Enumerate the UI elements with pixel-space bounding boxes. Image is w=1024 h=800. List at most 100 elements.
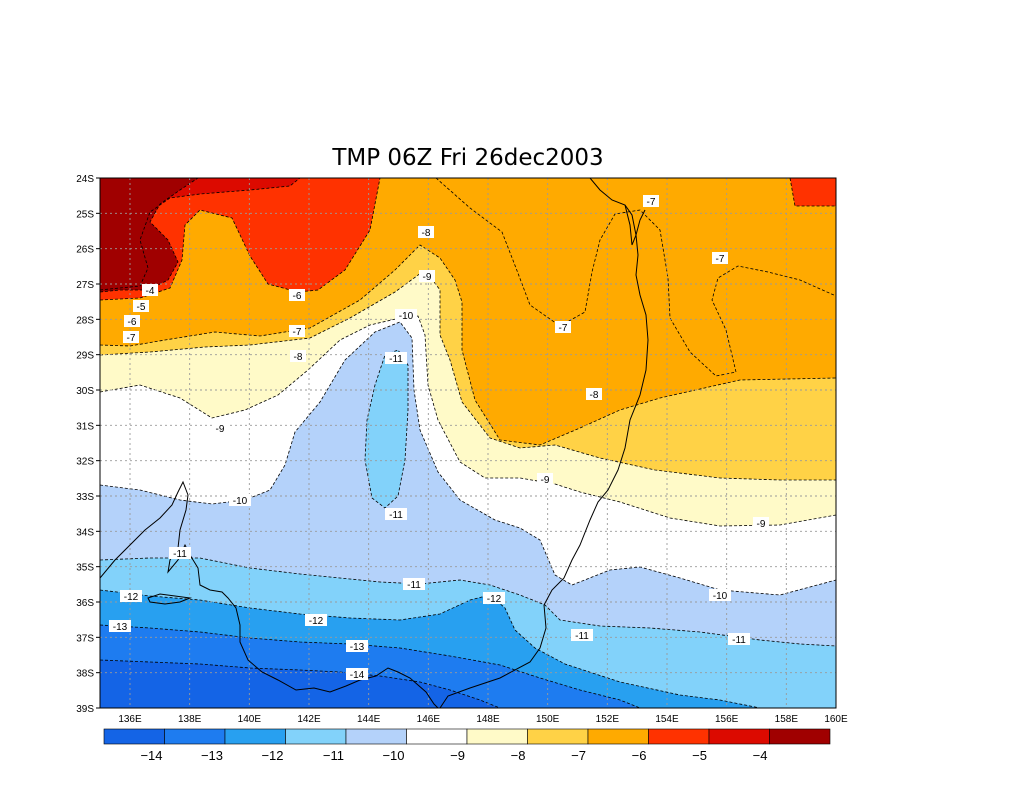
colorbar-swatch (406, 728, 468, 745)
contour-label: -8 (422, 228, 431, 239)
colorbar-swatch (164, 728, 226, 745)
band-m12-to-m11-core (365, 350, 408, 508)
lat-tick-label: 24S (76, 174, 94, 185)
isoline-m11 (100, 557, 836, 647)
contour-label-bg (124, 315, 140, 327)
contour-label-bg (395, 309, 417, 321)
isoline-m8 (100, 269, 836, 481)
colorbar-label: −13 (201, 748, 223, 763)
contour-label-bg (403, 578, 425, 590)
contour-label: -10 (233, 496, 248, 507)
isoline-m6 (100, 178, 381, 301)
colorbar-label: −5 (692, 748, 707, 763)
colorbar-swatch (224, 728, 286, 745)
island-kangaroo (147, 593, 192, 605)
lon-tick-label: 154E (655, 714, 679, 725)
colorbar-swatch (466, 728, 528, 745)
lat-tick-label: 33S (76, 492, 94, 503)
contour-label: -9 (423, 272, 432, 283)
contour-label-bg (483, 592, 505, 604)
lat-tick-label: 36S (76, 598, 94, 609)
contour-label-bg (346, 640, 368, 652)
contour-label-bg (229, 494, 251, 506)
contour-label-bg (133, 300, 149, 312)
lon-tick-label: 136E (118, 714, 142, 725)
lat-lon-grid (100, 178, 836, 708)
lat-tick-label: 26S (76, 245, 94, 256)
colorbar-label: −4 (753, 748, 768, 763)
longitude-ticks: 136E 138E 140E 142E 144E 146E 148E 150E 152E 154E… (118, 714, 848, 725)
isoline-m13 (100, 624, 641, 708)
lat-tick-label: 37S (76, 633, 94, 644)
contour-label: -11 (732, 635, 746, 646)
contour-label-bg (109, 620, 131, 632)
contour-label: -12 (309, 616, 324, 627)
colorbar-swatch (708, 728, 770, 745)
isoline-m7 (100, 244, 836, 446)
lat-tick-label: 31S (76, 421, 94, 432)
contour-label: -11 (575, 631, 589, 642)
colorbar-swatch (769, 728, 831, 745)
contour-label: -11 (407, 580, 421, 591)
lat-tick-label: 25S (76, 209, 94, 220)
lon-tick-label: 160E (824, 714, 848, 725)
contour-label-bg (419, 270, 435, 282)
lon-tick-label: 150E (536, 714, 560, 725)
lon-tick-label: 140E (238, 714, 262, 725)
map-title: TMP 06Z Fri 26dec2003 (331, 145, 603, 171)
contour-label-bg (586, 388, 602, 400)
colorbar-label: −7 (571, 748, 586, 763)
contour-label: -4 (146, 286, 155, 297)
lat-tick-label: 27S (76, 280, 94, 291)
contour-label: -6 (128, 317, 137, 328)
latitude-ticks: 24S 25S 26S 27S 28S 29S 30S 31S 32S 33S 34S 35S 36S 3… (76, 174, 100, 715)
contour-label: -7 (647, 197, 656, 208)
colorbar-label: −8 (511, 748, 526, 763)
contour-label-bg (120, 590, 142, 602)
coastline-gulf (624, 204, 646, 246)
contour-label-bg (537, 473, 553, 485)
colorbar-label: −11 (323, 748, 344, 763)
contour-label-bg (418, 226, 434, 238)
contour-label-bg (571, 629, 593, 641)
contour-label-bg (290, 350, 306, 362)
colorbar-swatch (648, 728, 710, 745)
contour-label-bg (289, 289, 305, 301)
contour-label: -7 (127, 333, 136, 344)
contour-label: -11 (389, 510, 403, 521)
contour-label: -12 (124, 592, 139, 603)
band-m6-to-m5-east (790, 178, 836, 206)
contour-label-bg (385, 352, 407, 364)
lon-tick-label: 158E (775, 714, 799, 725)
contour-label-bg (346, 668, 368, 680)
contour-label-bg (555, 321, 571, 333)
contour-label: -13 (350, 642, 365, 653)
contour-label-bg (169, 547, 191, 559)
contour-label-bg (305, 614, 327, 626)
contour-label-bg (142, 284, 158, 296)
colorbar-swatch (587, 728, 649, 745)
isoline-m10 (100, 321, 836, 596)
colorbar-label: −6 (632, 748, 647, 763)
contour-label-bg (709, 589, 731, 601)
lat-tick-label: 32S (76, 457, 94, 468)
plot-frame (99, 177, 837, 709)
isoline-m14 (100, 659, 501, 708)
colorbar-label: −10 (382, 748, 404, 763)
contour-label-bg (123, 331, 139, 343)
lat-tick-label: 35S (76, 563, 94, 574)
contour-label: -12 (487, 594, 502, 605)
colorbar: −14 −13 −12 −11 −10 −9 −8 −7 −6 −5 −4 (103, 728, 831, 763)
contour-label-bg (212, 422, 228, 434)
contour-label: -7 (559, 323, 568, 334)
lon-tick-label: 142E (297, 714, 321, 725)
contour-label: -9 (541, 475, 550, 486)
contour-label: -8 (294, 352, 303, 363)
lat-tick-label: 30S (76, 386, 94, 397)
lat-tick-label: 29S (76, 351, 94, 362)
contour-label-bg (712, 252, 728, 264)
contour-label-bg (643, 195, 659, 207)
contour-label-bg (753, 517, 769, 529)
colorbar-label: −14 (140, 748, 162, 763)
